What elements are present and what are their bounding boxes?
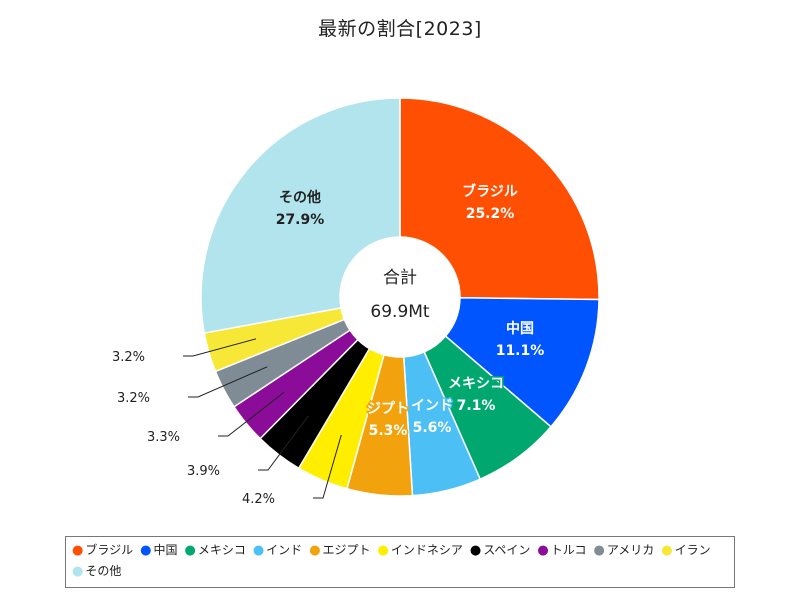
center-label: 合計 (383, 268, 417, 288)
leader-line-e382b9e3839ae382a4e383b3 (258, 415, 309, 471)
slice-value-e382a8e382b8e38397e38388: 5.3% (369, 423, 408, 439)
legend-marker-icon: ● (661, 543, 673, 558)
slice-value-e4b8ade59bbd: 11.1% (496, 343, 545, 359)
legend-label: アメリカ (606, 543, 655, 557)
legend-label: イラン (674, 543, 711, 557)
legend-item-e382a4e383b3e38389: ● インド (253, 540, 302, 561)
legend-marker-icon: ● (537, 543, 549, 558)
legend-item-e382b9e3839ae382a4e383b3: ● スペイン (470, 540, 531, 561)
leader-line-e382a4e383a9e383b3 (183, 338, 257, 357)
legend-marker-icon: ● (252, 543, 265, 558)
legend-item-e4b8ade59bbd: ● 中国 (140, 540, 177, 561)
legend-label: 中国 (153, 543, 178, 557)
slice-label-e382a8e382b8e38397e38388: ジプト (367, 401, 409, 417)
slice-value-e38396e383a9e382b8e383ab: 25.2% (466, 206, 515, 222)
legend-item-e383a1e382ade382b7e382b3: ● メキシコ (184, 540, 245, 561)
legend-marker-icon: ● (377, 543, 389, 558)
slice-value-e383a1e382ade382b7e382b3: 7.1% (457, 398, 496, 414)
legend-item-e38396e383a9e382b8e383ab: ● ブラジル (72, 540, 133, 561)
legend-label: インドネシア (390, 543, 463, 557)
legend-item-e382a8e382b8e38397e38388: ● エジプト (309, 540, 370, 561)
leader-line-e382a2e383a1e383aae382ab (188, 366, 268, 398)
leader-lines (183, 338, 342, 499)
slice-label-e38396e383a9e382b8e383ab: ブラジル (462, 183, 518, 200)
slice-label-e383a1e382ade382b7e382b3: メキシコ (448, 376, 504, 392)
slice-label-e3819de381aee4bb96: その他 (279, 189, 321, 206)
center-value: 69.9Mt (370, 302, 430, 322)
legend-label: エジプト (322, 543, 371, 557)
legend-marker-icon: ● (309, 543, 321, 558)
legend-marker-icon: ● (184, 543, 196, 558)
legend-item-e382a2e383a1e383aae382ab: ● アメリカ (594, 540, 655, 561)
chart-legend: ● ブラジル ● 中国 ● メキシコ ● インド ● エジプト ● インドネシア ● スペイン ● トルコ ● ア… (65, 536, 735, 588)
donut-hole (340, 237, 460, 357)
legend-marker-icon: ● (140, 543, 152, 558)
slice-label-e382a4e383b3e38389: インド (411, 398, 453, 414)
legend-marker-icon: ● (72, 543, 84, 558)
legend-label: インド (266, 543, 303, 557)
chart-title: 最新の割合[2023] (318, 18, 482, 40)
leader-line-e38388e383abe382b3 (218, 391, 285, 437)
legend-item-e3819de381aee4bb96: ● その他 (72, 561, 121, 582)
donut-chart: ブラジル 25.2% 中国 11.1% メキシコ 7.1%インド 5.6%ジプト 5.3% その… (112, 97, 600, 508)
slice-label-e4b8ade59bbd: 中国 (506, 320, 534, 337)
legend-marker-icon: ● (593, 543, 605, 558)
legend-item-e38388e383abe382b3: ● トルコ (537, 540, 586, 561)
slice-labels: ブラジル 25.2% 中国 11.1% メキシコ 7.1%インド 5.6%ジプト 5.3% その… (112, 182, 546, 508)
legend-label: スペイン (483, 543, 531, 557)
legend-marker-icon: ● (72, 564, 84, 579)
legend-item-e382a4e383a9e383b3: ● イラン (661, 540, 710, 561)
leader-line-e382a4e383b3e38389e3838de382b7e382a2 (313, 434, 342, 499)
outside-label-e38388e383abe382b3: 3.3% (147, 430, 180, 445)
legend-label: トルコ (550, 543, 587, 557)
legend-item-e382a4e383b3e38389e3838de382b7e382a2: ● インドネシア (378, 540, 463, 561)
legend-marker-icon: ● (469, 543, 482, 558)
slice-value-e382a4e383b3e38389: 5.6% (413, 420, 452, 436)
outside-label-e382a4e383a9e383b3: 3.2% (112, 350, 145, 365)
legend-label: メキシコ (197, 543, 246, 557)
outside-label-e382a2e383a1e383aae382ab: 3.2% (117, 391, 150, 406)
legend-label: その他 (85, 564, 122, 578)
outside-label-e382a4e383b3e38389e3838de382b7e382a2: 4.2% (242, 492, 275, 507)
legend-label: ブラジル (85, 543, 134, 557)
slice-value-e3819de381aee4bb96: 27.9% (276, 212, 325, 228)
outside-label-e382b9e3839ae382a4e383b3: 3.9% (187, 464, 220, 479)
